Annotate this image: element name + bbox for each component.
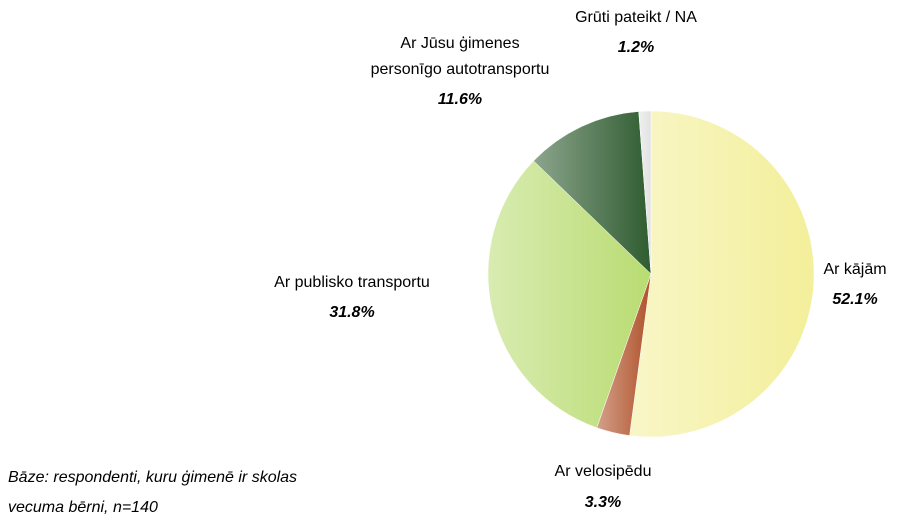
pie-slice [629, 110, 815, 438]
label-line: personīgo autotransportu [371, 61, 550, 78]
footnote: vecuma bērni, n=140 [8, 499, 158, 516]
slice-label: Grūti pateikt / NA [575, 9, 697, 26]
value-label: 11.6% [438, 91, 482, 108]
slice-label: Ar velosipēdu [555, 463, 652, 480]
label-line: Ar velosipēdu [555, 463, 652, 480]
label-line: Ar publisko transportu [274, 274, 430, 291]
label-line: Ar Jūsu ģimenes [400, 34, 519, 52]
slice-label: Ar publisko transportu [274, 274, 430, 291]
label-line: Grūti pateikt / NA [575, 9, 697, 26]
slice-label: Ar kājām [823, 261, 886, 278]
slice-label: Ar Jūsu ģimenes personīgo autotransportu [371, 34, 550, 78]
value-label: 1.2% [618, 39, 654, 56]
footnote: Bāze: respondenti, kuru ģimenē ir skolas [8, 468, 297, 486]
value-label: 52.1% [832, 291, 877, 308]
value-label: 31.8% [329, 304, 374, 321]
value-label: 3.3% [585, 494, 621, 511]
label-line: Ar kājām [823, 261, 886, 278]
